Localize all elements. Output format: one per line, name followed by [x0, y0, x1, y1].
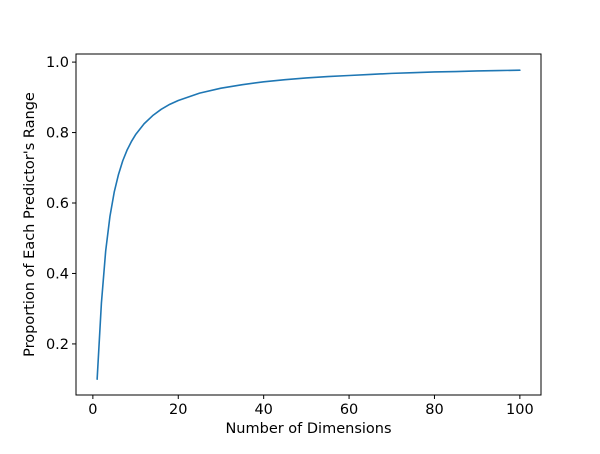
- x-tick-label: 100: [506, 402, 534, 418]
- x-tick-label: 0: [88, 402, 97, 418]
- series-line: [96, 69, 521, 380]
- x-tick-label: 20: [169, 402, 187, 418]
- y-tick-label: 1.0: [46, 55, 69, 71]
- plot-frame: [75, 53, 542, 396]
- x-axis-label: Number of Dimensions: [225, 421, 391, 437]
- y-tick-label: 0.4: [46, 266, 69, 282]
- y-axis-label: Proportion of Each Predictor's Range: [22, 92, 38, 357]
- y-tick-label: 0.2: [46, 337, 69, 353]
- x-tick-label: 40: [254, 402, 272, 418]
- x-tick-label: 60: [340, 402, 358, 418]
- y-tick-label: 0.8: [46, 126, 69, 142]
- x-tick-label: 80: [425, 402, 443, 418]
- series-layer: [96, 69, 521, 380]
- y-tick-label: 0.6: [46, 196, 69, 212]
- axis-ticks: 0 20 40 60 80 100 0.2 0.4 0.6 0.8 1.0: [46, 55, 534, 418]
